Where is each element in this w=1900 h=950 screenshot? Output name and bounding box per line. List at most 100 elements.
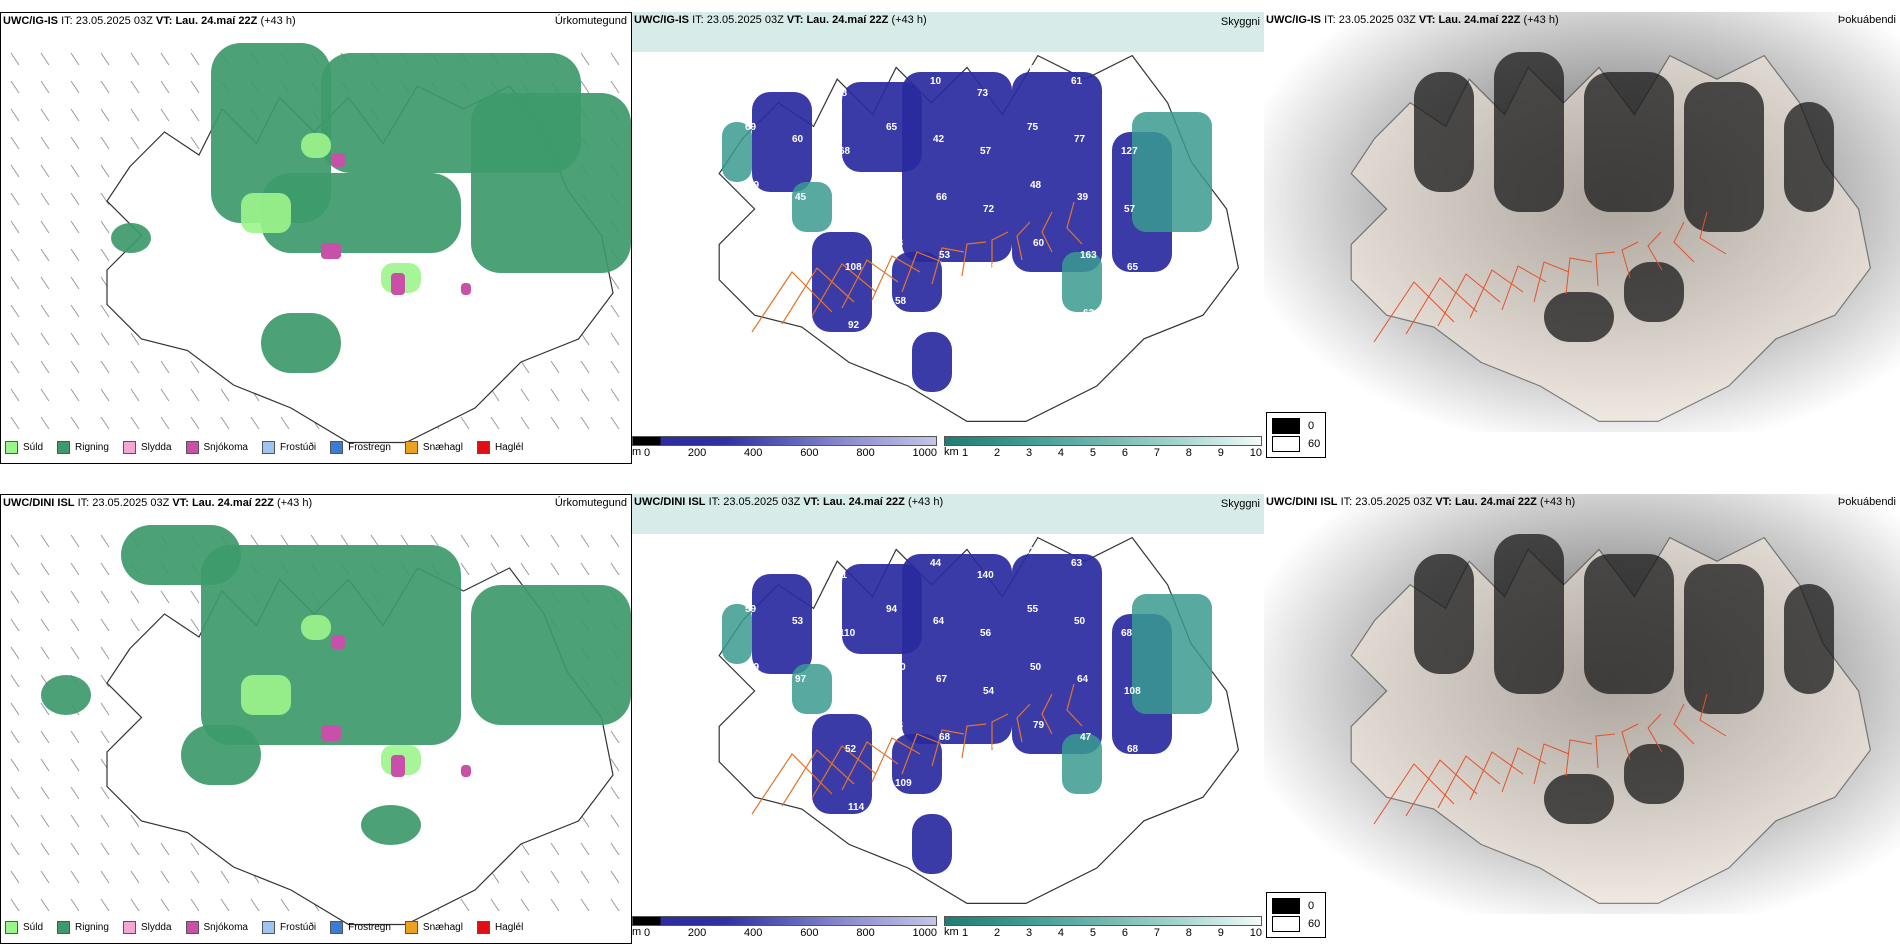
wind-barb bbox=[220, 388, 230, 402]
cloud-base-label: 62 bbox=[1083, 308, 1095, 319]
rain-area bbox=[471, 93, 631, 273]
cloud-base-label: 47 bbox=[789, 76, 801, 87]
colorbar-tick: 9 bbox=[1217, 927, 1224, 939]
wind-barb bbox=[10, 562, 20, 576]
wind-barb bbox=[70, 220, 80, 234]
cloud-base-label: 68 bbox=[1121, 628, 1133, 639]
fog-high-area bbox=[1784, 102, 1834, 212]
panel-name: Þokuábendi bbox=[1837, 496, 1896, 508]
legend-swatch bbox=[330, 441, 344, 454]
wind-barb bbox=[520, 388, 530, 402]
wind-barb bbox=[10, 276, 20, 290]
wind-barb bbox=[610, 388, 620, 402]
wind-barb bbox=[160, 898, 170, 912]
wind-barb bbox=[10, 80, 20, 94]
wind-barb bbox=[70, 192, 80, 206]
cloud-base-label: 108 bbox=[1124, 686, 1141, 697]
wind-barb bbox=[100, 870, 110, 884]
wind-barb bbox=[160, 590, 170, 604]
rain-area bbox=[471, 585, 631, 725]
reduced-visibility-area bbox=[722, 122, 752, 182]
snow-area bbox=[321, 725, 341, 741]
wind-barb bbox=[130, 136, 140, 150]
legend-item: Snæhagl bbox=[404, 921, 463, 934]
wind-barb bbox=[40, 590, 50, 604]
wind-barb bbox=[40, 842, 50, 856]
fog-legend-swatch bbox=[1272, 436, 1300, 452]
road bbox=[811, 745, 877, 799]
road bbox=[1066, 683, 1083, 727]
fog-legend-swatch bbox=[1272, 916, 1300, 932]
wind-barb bbox=[610, 562, 620, 576]
wind-barb bbox=[40, 164, 50, 178]
wind-barb bbox=[190, 416, 200, 430]
road bbox=[1016, 703, 1031, 743]
panel-title: UWC/DINI ISL IT: 23.05.2025 03Z VT: Lau.… bbox=[634, 496, 944, 508]
fog-legend-row: 60 bbox=[1272, 436, 1320, 452]
wind-barb bbox=[10, 164, 20, 178]
rain-area bbox=[261, 313, 341, 373]
wind-barb bbox=[10, 416, 20, 430]
rain-area bbox=[41, 675, 91, 715]
wind-barb bbox=[190, 590, 200, 604]
cloud-base-label: 47 bbox=[1080, 732, 1092, 743]
wind-barb bbox=[610, 332, 620, 346]
wind-barb bbox=[100, 702, 110, 716]
colorbar-tick: 2 bbox=[993, 447, 1001, 459]
fog-legend-swatch bbox=[1272, 898, 1300, 914]
low-cloud-area bbox=[902, 554, 1012, 744]
colorbar-tick: 400 bbox=[744, 927, 763, 939]
road bbox=[1621, 241, 1639, 279]
precip-legend: Súld Rigning Slydda Snjókoma Frostúði Frostre… bbox=[5, 921, 523, 934]
wind-barb bbox=[610, 534, 620, 548]
reduced-visibility-area bbox=[1132, 594, 1212, 714]
fog-panel-top: UWC/IG-IS IT: 23.05.2025 03Z VT: Lau. 24… bbox=[1264, 12, 1900, 464]
cloud-base-label: 42 bbox=[933, 134, 945, 145]
cloud-base-label: 70 bbox=[754, 296, 766, 307]
wind-barb bbox=[100, 332, 110, 346]
cloud-base-label: 51 bbox=[836, 570, 848, 581]
wind-barb bbox=[100, 164, 110, 178]
cloud-base-label: 114 bbox=[848, 802, 865, 813]
cloud-base-label: 68 bbox=[839, 146, 851, 157]
wind-barb bbox=[160, 416, 170, 430]
legend-item: Snæhagl bbox=[404, 441, 463, 454]
wind-barb bbox=[130, 108, 140, 122]
cloud-base-label: 68 bbox=[939, 732, 951, 743]
fog-map bbox=[1264, 12, 1900, 432]
cloud-base-label: 65 bbox=[886, 122, 898, 133]
wind-barb bbox=[190, 898, 200, 912]
colorbar-tick: 3 bbox=[1025, 927, 1033, 939]
wind-barb bbox=[100, 388, 110, 402]
colorbar-tick: 600 bbox=[800, 927, 819, 939]
wind-barb bbox=[10, 786, 20, 800]
fog-legend-swatch bbox=[1272, 418, 1300, 434]
road bbox=[1469, 751, 1524, 801]
cloud-base-label: 63 bbox=[1071, 558, 1083, 569]
wind-barb bbox=[10, 842, 20, 856]
wind-barb bbox=[100, 108, 110, 122]
cloud-base-label: 77 bbox=[1118, 570, 1130, 581]
cloud-base-label: 61 bbox=[842, 204, 854, 215]
wind-barb bbox=[130, 898, 140, 912]
wind-barb bbox=[610, 870, 620, 884]
panel-name: Þokuábendi bbox=[1837, 14, 1896, 26]
cloud-base-label: 48 bbox=[1030, 180, 1042, 191]
wind-barb bbox=[10, 136, 20, 150]
legend-swatch bbox=[330, 921, 344, 934]
cloud-base-label: 84 bbox=[742, 64, 754, 75]
wind-barb bbox=[70, 730, 80, 744]
road bbox=[1533, 743, 1570, 785]
visibility-panel-top: UWC/IG-IS IT: 23.05.2025 03Z VT: Lau. 24… bbox=[632, 12, 1264, 464]
wind-barb bbox=[520, 416, 530, 430]
panel-name: Skyggni bbox=[1220, 16, 1260, 28]
cloud-base-label: 163 bbox=[1080, 250, 1097, 261]
colorbar-tick: 1 bbox=[962, 447, 969, 459]
fog-legend: 0 60 bbox=[1266, 412, 1327, 458]
wind-barb bbox=[580, 562, 590, 576]
fog-panel-bottom: UWC/DINI ISL IT: 23.05.2025 03Z VT: Lau.… bbox=[1264, 494, 1900, 946]
wind-barb bbox=[130, 332, 140, 346]
wind-barb bbox=[100, 248, 110, 262]
wind-barb bbox=[520, 898, 530, 912]
visibility-map: 84 47 48 48 10 73 70 61 66 69 60 68 65 42 57 75 77 127 69 4… bbox=[632, 12, 1264, 422]
